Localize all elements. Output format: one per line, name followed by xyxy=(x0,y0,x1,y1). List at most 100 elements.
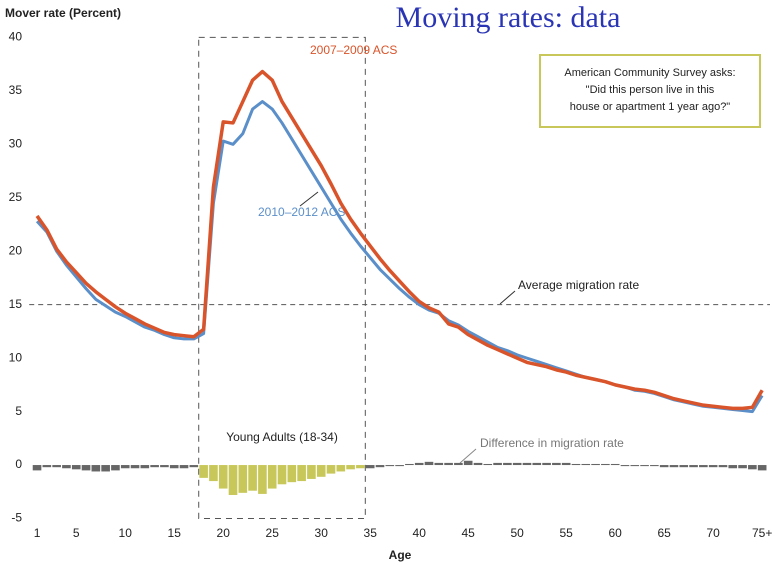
difference-bar xyxy=(169,465,179,469)
x-tick-label: 30 xyxy=(315,526,329,540)
difference-bar xyxy=(258,465,267,494)
difference-bar xyxy=(385,465,395,467)
difference-bar xyxy=(199,465,208,478)
y-axis-label: Mover rate (Percent) xyxy=(5,6,121,20)
difference-bar xyxy=(375,465,385,468)
x-tick-label: 65 xyxy=(657,526,671,540)
difference-bar xyxy=(101,465,110,472)
difference-bar xyxy=(62,465,71,469)
x-tick-label: 1 xyxy=(34,526,41,540)
difference-bar xyxy=(601,463,610,466)
difference-bar xyxy=(444,462,453,466)
note-line: "Did this person live in this xyxy=(586,84,715,96)
x-tick-label: 15 xyxy=(168,526,182,540)
difference-bar xyxy=(532,462,542,466)
difference-bar xyxy=(238,465,248,493)
difference-bar xyxy=(287,465,297,483)
y-tick-label: 15 xyxy=(9,297,23,311)
x-tick-label: 10 xyxy=(119,526,133,540)
y-tick-label: 5 xyxy=(15,404,22,418)
difference-bar xyxy=(561,462,571,466)
difference-bar xyxy=(650,465,659,467)
difference-bar xyxy=(140,465,150,469)
callout-line xyxy=(299,191,319,207)
x-tick-label: 55 xyxy=(560,526,574,540)
difference-bar xyxy=(91,465,101,472)
difference-bar xyxy=(424,461,434,466)
difference-bar xyxy=(405,463,414,466)
x-tick-label: 45 xyxy=(462,526,476,540)
difference-bar xyxy=(414,462,424,466)
series-label: 2007–2009 ACS xyxy=(310,43,397,57)
y-tick-label: 40 xyxy=(9,30,23,44)
difference-bar xyxy=(111,465,120,471)
difference-bar xyxy=(336,465,346,472)
difference-bar xyxy=(434,462,444,466)
difference-bar xyxy=(346,465,355,470)
difference-bar xyxy=(591,463,600,466)
difference-bar xyxy=(277,465,287,485)
difference-bar xyxy=(71,465,81,470)
difference-bar xyxy=(620,465,630,467)
difference-bar xyxy=(571,463,581,466)
reference-label: Average migration rate xyxy=(518,278,640,292)
difference-bar xyxy=(179,465,189,469)
series-line xyxy=(35,100,764,414)
highlight-box xyxy=(198,36,366,520)
difference-bar xyxy=(297,465,306,482)
y-tick-label: 30 xyxy=(9,136,23,150)
difference-bar xyxy=(160,465,169,468)
difference-bar xyxy=(659,465,669,468)
difference-bar xyxy=(738,465,747,469)
difference-bar xyxy=(150,465,159,468)
difference-bar xyxy=(522,462,532,466)
difference-bar xyxy=(669,465,679,468)
x-tick-label: 35 xyxy=(364,526,378,540)
difference-bar xyxy=(748,465,757,470)
chart-title: Moving rates: data xyxy=(396,1,621,34)
x-tick-label: 60 xyxy=(608,526,622,540)
difference-bar xyxy=(267,465,277,489)
difference-bar xyxy=(42,465,52,468)
note-box xyxy=(539,54,761,128)
difference-bar xyxy=(512,462,522,466)
difference-bar xyxy=(689,465,698,468)
difference-label: Difference in migration rate xyxy=(480,436,624,450)
y-tick-label: -5 xyxy=(11,511,22,525)
x-tick-label: 25 xyxy=(266,526,280,540)
y-tick-label: 35 xyxy=(9,83,23,97)
difference-bar xyxy=(32,465,42,471)
x-tick-label: 40 xyxy=(413,526,427,540)
difference-bar xyxy=(679,465,689,468)
difference-bar xyxy=(708,465,718,468)
difference-bar xyxy=(483,463,493,466)
x-tick-label: 70 xyxy=(706,526,720,540)
difference-bar xyxy=(130,465,140,469)
difference-bar xyxy=(542,462,551,466)
difference-bar xyxy=(630,465,640,467)
difference-bar xyxy=(463,460,473,466)
difference-bar xyxy=(189,465,199,468)
difference-bar xyxy=(757,465,767,471)
difference-bar xyxy=(728,465,738,469)
note-line: house or apartment 1 year ago?" xyxy=(570,101,731,113)
difference-bar xyxy=(718,465,728,468)
difference-bar xyxy=(228,465,238,495)
difference-bar xyxy=(640,465,649,467)
difference-bar xyxy=(503,462,512,466)
difference-bar xyxy=(81,465,91,471)
difference-bar xyxy=(610,463,620,466)
difference-bar xyxy=(365,465,375,469)
y-tick-label: 0 xyxy=(15,457,22,471)
x-tick-label: 20 xyxy=(217,526,231,540)
x-axis-label: Age xyxy=(389,548,412,562)
difference-bar xyxy=(209,465,218,482)
difference-bar xyxy=(395,465,404,467)
difference-bar xyxy=(218,465,228,489)
callout-line xyxy=(499,290,516,305)
y-tick-label: 20 xyxy=(9,243,23,257)
difference-bar xyxy=(120,465,130,469)
difference-bar xyxy=(581,463,591,466)
series-line xyxy=(35,69,764,411)
